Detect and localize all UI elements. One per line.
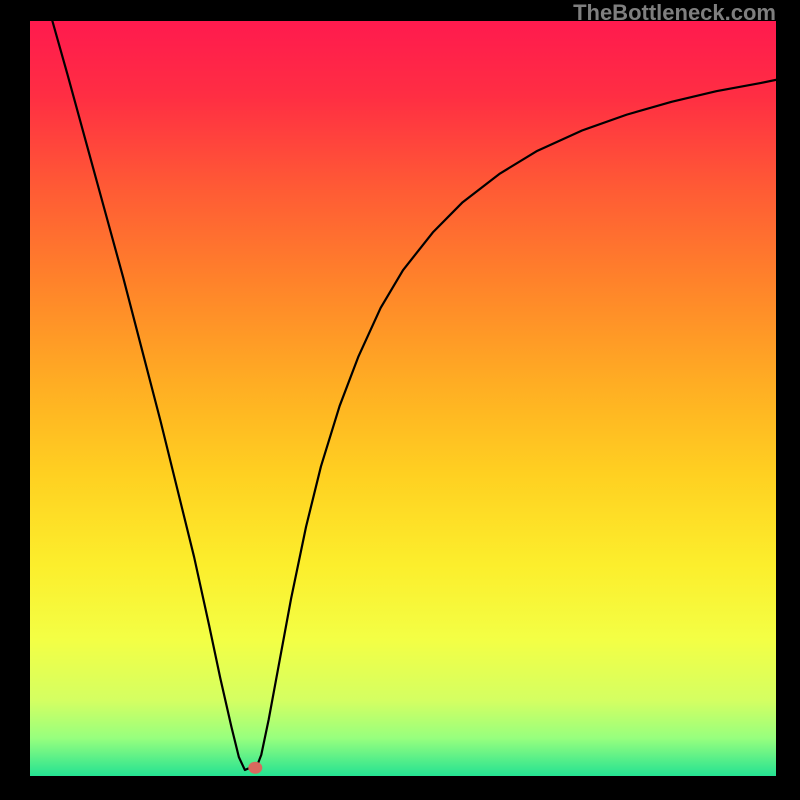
plot-area	[30, 21, 776, 776]
optimum-marker	[248, 762, 262, 774]
gradient-background	[30, 21, 776, 776]
plot-svg	[30, 21, 776, 776]
watermark-text: TheBottleneck.com	[573, 0, 776, 26]
